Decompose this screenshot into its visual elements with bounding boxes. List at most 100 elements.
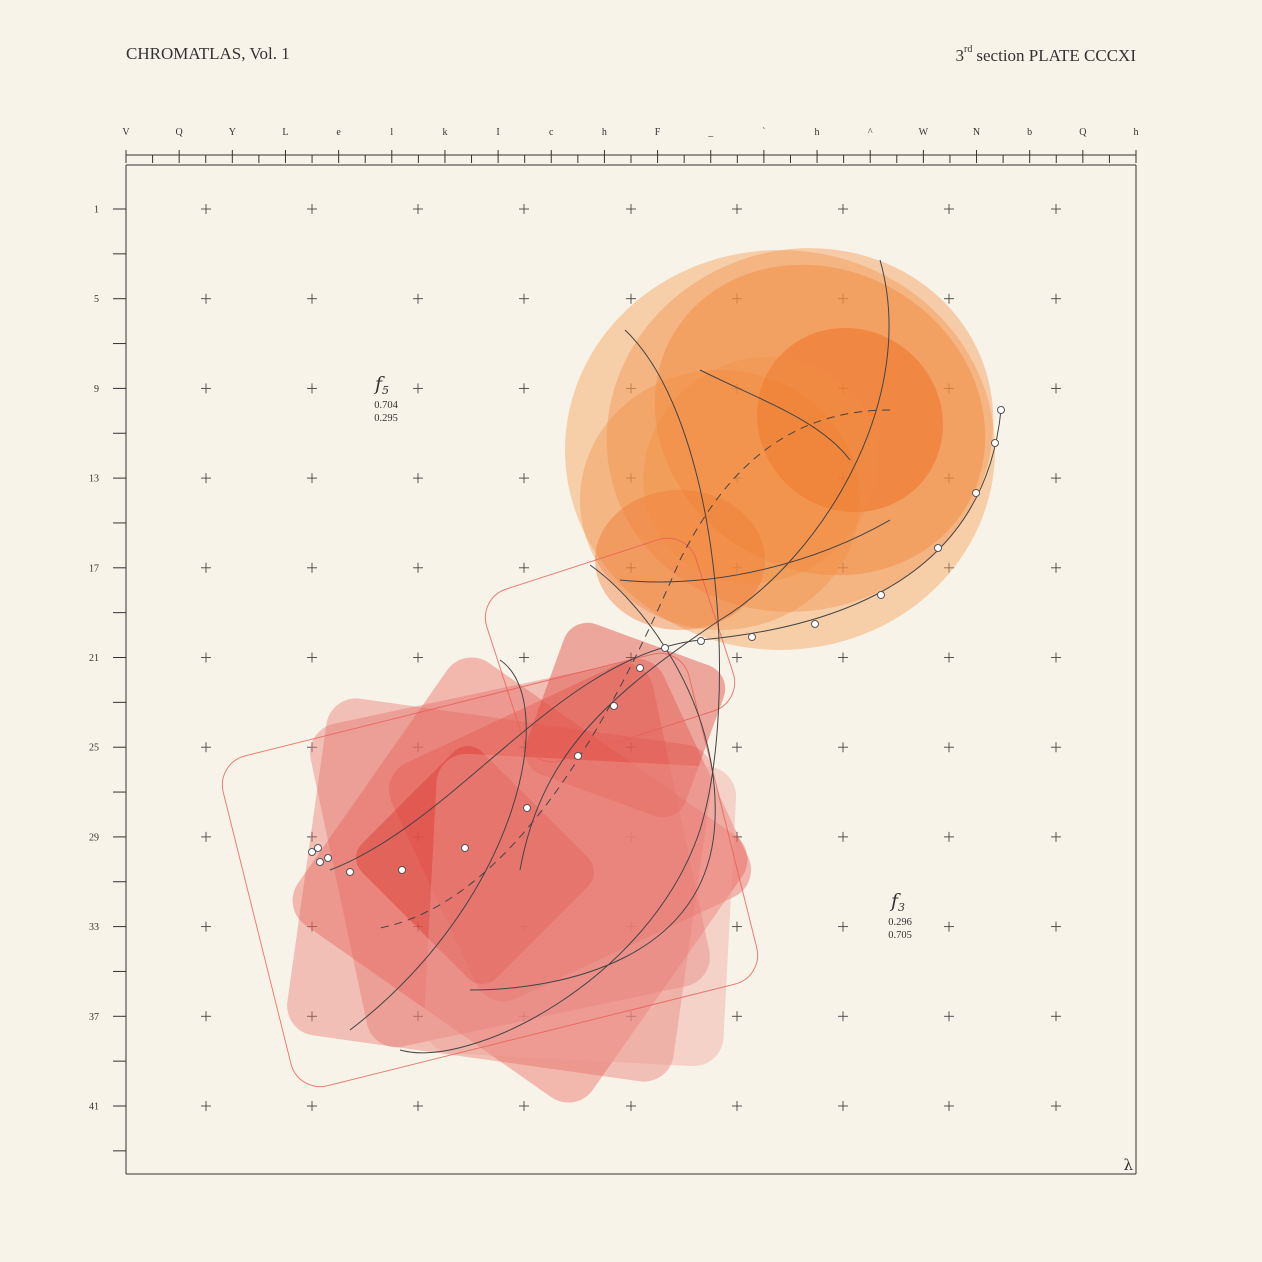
f3-name: f3 bbox=[889, 890, 905, 914]
red-square bbox=[388, 658, 752, 1002]
grid-cross bbox=[838, 562, 848, 573]
red-square bbox=[310, 662, 710, 1048]
row-label: 33 bbox=[89, 922, 99, 933]
grid-cross bbox=[201, 204, 211, 214]
grid-cross bbox=[944, 1101, 954, 1111]
grid-cross bbox=[413, 383, 423, 394]
node bbox=[972, 489, 980, 497]
grid-cross bbox=[626, 204, 636, 214]
header-plate-text: section PLATE CCCXI bbox=[976, 46, 1136, 65]
grid-cross bbox=[201, 921, 211, 932]
grid-cross bbox=[1051, 652, 1061, 663]
grid-cross bbox=[519, 293, 529, 304]
left-ruler bbox=[113, 208, 126, 1152]
node bbox=[523, 804, 531, 812]
node bbox=[661, 644, 669, 652]
f3-value-1: 0.296 bbox=[888, 917, 912, 928]
grid-cross bbox=[732, 652, 742, 663]
top-ruler bbox=[125, 150, 1137, 163]
grid-cross bbox=[838, 1011, 848, 1022]
grid-cross bbox=[201, 383, 211, 394]
row-label: 29 bbox=[89, 832, 99, 843]
red-square bbox=[356, 746, 594, 984]
grid-cross bbox=[944, 473, 954, 484]
orange-blob-cluster bbox=[565, 248, 995, 650]
grid-cross bbox=[626, 1011, 636, 1022]
grid-cross bbox=[838, 383, 848, 394]
grid-cross bbox=[307, 383, 317, 394]
header-section-number: 3 bbox=[955, 46, 965, 65]
grid-cross bbox=[838, 293, 848, 304]
grid-cross bbox=[626, 473, 636, 484]
column-label: ` bbox=[762, 127, 765, 138]
label-f5: f5 0.704 0.295 bbox=[373, 373, 399, 424]
lambda-symbol: λ bbox=[1123, 1156, 1133, 1174]
column-label: L bbox=[282, 127, 288, 138]
grid-cross bbox=[519, 1011, 529, 1022]
node bbox=[997, 406, 1005, 414]
grid-cross bbox=[838, 921, 848, 932]
grid-cross bbox=[732, 562, 742, 573]
grid-cross bbox=[201, 293, 211, 304]
grid-cross bbox=[1051, 1101, 1061, 1111]
grid-cross bbox=[626, 1101, 636, 1111]
row-label: 21 bbox=[89, 653, 99, 664]
grid-cross bbox=[307, 562, 317, 573]
grid-cross bbox=[944, 383, 954, 394]
guide-curve bbox=[519, 259, 890, 871]
grid-cross bbox=[201, 652, 211, 663]
node bbox=[748, 633, 756, 641]
grid-cross bbox=[307, 652, 317, 663]
red-square bbox=[524, 622, 726, 818]
curve-nodes bbox=[308, 406, 1005, 876]
label-f3: f3 0.296 0.705 bbox=[888, 890, 912, 941]
column-label: h bbox=[1134, 127, 1139, 138]
grid-cross bbox=[307, 831, 317, 842]
grid-cross bbox=[413, 293, 423, 304]
column-label: V bbox=[122, 127, 130, 138]
red-square-cluster bbox=[287, 622, 752, 1103]
f5-name: f5 bbox=[373, 373, 389, 397]
column-label: W bbox=[919, 127, 929, 138]
grid-cross bbox=[732, 1101, 742, 1111]
column-label: k bbox=[442, 127, 447, 138]
node bbox=[574, 752, 582, 760]
grid-cross bbox=[732, 921, 742, 932]
grid-cross bbox=[838, 742, 848, 753]
row-label: 25 bbox=[89, 743, 99, 754]
grid-cross bbox=[626, 921, 636, 932]
red-square bbox=[292, 657, 748, 1103]
grid-cross bbox=[944, 652, 954, 663]
grid-cross bbox=[307, 1011, 317, 1022]
dashed-curve bbox=[379, 409, 891, 929]
column-label: c bbox=[549, 127, 554, 138]
grid-cross bbox=[944, 921, 954, 932]
node bbox=[934, 544, 942, 552]
column-label: e bbox=[336, 127, 341, 138]
header-title: CHROMATLAS, Vol. 1 bbox=[126, 44, 290, 63]
grid-cross bbox=[201, 831, 211, 842]
column-label: ^ bbox=[868, 127, 873, 138]
grid-cross bbox=[1051, 204, 1061, 214]
row-label: 13 bbox=[89, 474, 99, 485]
column-label: Q bbox=[176, 127, 184, 138]
grid-cross bbox=[732, 831, 742, 842]
grid-cross bbox=[519, 742, 529, 753]
grid-cross bbox=[413, 1011, 423, 1022]
f3-value-2: 0.705 bbox=[888, 930, 912, 941]
grid-cross bbox=[413, 742, 423, 753]
grid-cross bbox=[1051, 831, 1061, 842]
grid-cross bbox=[732, 293, 742, 304]
column-label: F bbox=[655, 127, 661, 138]
row-label: 1 bbox=[94, 205, 99, 216]
grid-cross bbox=[626, 652, 636, 663]
orange-blob bbox=[606, 248, 994, 612]
grid-cross bbox=[201, 1101, 211, 1111]
grid-cross bbox=[732, 383, 742, 394]
row-label: 37 bbox=[89, 1012, 99, 1023]
grid-cross bbox=[519, 921, 529, 932]
grid-cross bbox=[413, 1101, 423, 1111]
